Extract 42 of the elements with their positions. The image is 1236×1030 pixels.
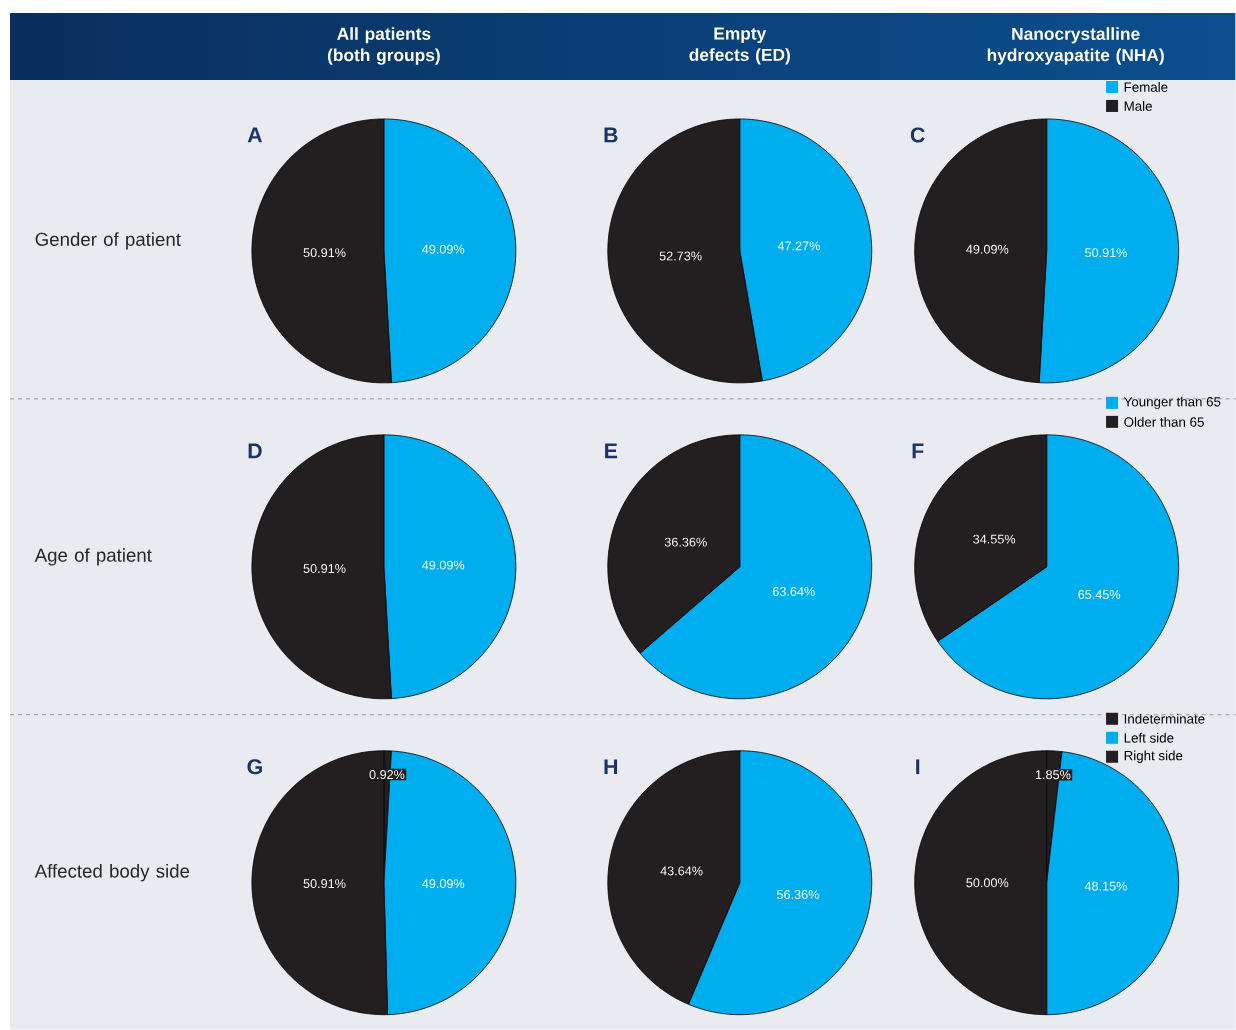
data-label: 49.09% xyxy=(966,244,1009,254)
legend-label: Indeterminate xyxy=(1124,714,1205,724)
data-label: 47.27% xyxy=(777,241,820,251)
data-label: 50.91% xyxy=(303,248,346,258)
data-label: 0.92% xyxy=(369,770,405,780)
data-label: 48.15% xyxy=(1084,881,1127,891)
data-label: 50.91% xyxy=(1085,248,1128,258)
legend-label: Female xyxy=(1124,82,1168,93)
chart-title: H xyxy=(604,759,618,775)
text: C xyxy=(910,127,925,143)
chart-subtitle: Empty defects (ED) xyxy=(689,27,790,65)
chart-subtitle: Nanocrystalline hydroxyapatite (NHA) xyxy=(987,27,1164,65)
data-label: 50.91% xyxy=(303,564,346,574)
data-label: 50.91% xyxy=(303,879,346,889)
text: Affected body side xyxy=(34,864,190,882)
data-label: 1.85% xyxy=(1035,770,1071,780)
chart-subtitle: All patients (both groups) xyxy=(327,27,440,65)
legend-label: Younger than 65 xyxy=(1123,396,1221,410)
data-label: 56.36% xyxy=(776,890,819,900)
data-label: 49.09% xyxy=(422,879,465,889)
chart-title: D xyxy=(248,443,262,459)
data-label: 36.36% xyxy=(664,537,707,547)
text: Age of patient xyxy=(34,548,152,566)
data-label: 49.09% xyxy=(422,244,465,254)
chart-title: A xyxy=(247,127,263,143)
data-label: 50.00% xyxy=(966,878,1009,888)
chart-title: E xyxy=(605,443,618,459)
legend-label: Left side xyxy=(1124,733,1174,743)
data-label: 49.09% xyxy=(422,560,465,570)
data-label: 52.73% xyxy=(659,251,702,261)
data-label: 63.64% xyxy=(772,587,815,597)
data-label: 43.64% xyxy=(660,866,703,876)
text: Gender of patient xyxy=(35,232,181,250)
text: F xyxy=(912,443,924,459)
data-label: 65.45% xyxy=(1078,590,1121,600)
text: I xyxy=(916,759,920,775)
legend-label: Right side xyxy=(1124,750,1183,764)
data-label: 34.55% xyxy=(973,534,1016,544)
chart-title: G xyxy=(247,759,262,775)
legend-label: Male xyxy=(1124,101,1152,112)
chart-title: B xyxy=(604,127,618,143)
legend-label: Older than 65 xyxy=(1124,417,1204,427)
